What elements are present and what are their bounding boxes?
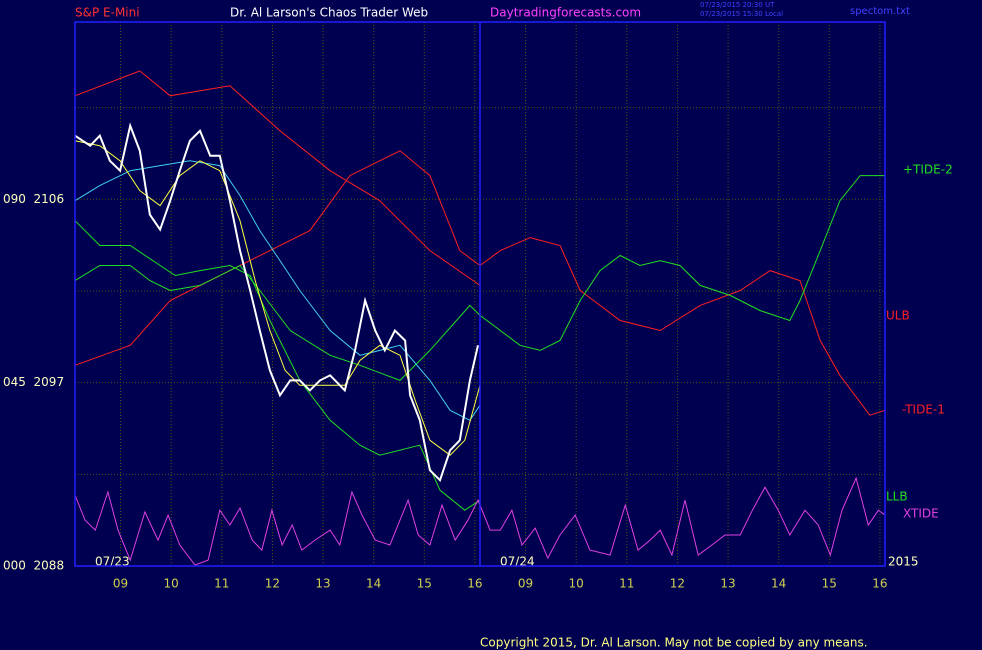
x-tick-label: 12 — [265, 577, 280, 591]
date-label: 07/24 — [500, 555, 535, 569]
series-line — [74, 122, 479, 483]
date-label: 07/23 — [95, 555, 130, 569]
legend-label: XTIDE — [903, 507, 939, 521]
x-tick-label: 12 — [670, 577, 685, 591]
x-tick-label: 11 — [214, 577, 229, 591]
x-tick-label: 16 — [872, 577, 887, 591]
series-line — [74, 160, 481, 421]
x-tick-label: 14 — [366, 577, 381, 591]
x-tick-label: 11 — [619, 577, 634, 591]
series-line — [74, 70, 481, 286]
legend-label: +TIDE-2 — [903, 163, 953, 177]
legend-label: ULB — [886, 309, 910, 323]
y-tick-label: 045 2097 — [3, 375, 64, 389]
time-ut: 07/23/2015 20:30 UT — [700, 1, 775, 9]
x-tick-label: 15 — [417, 577, 432, 591]
y-tick-label: 090 2106 — [3, 192, 64, 206]
x-tick-label: 13 — [720, 577, 735, 591]
series-line — [74, 150, 886, 416]
x-tick-label: 10 — [569, 577, 584, 591]
x-tick-label: 13 — [315, 577, 330, 591]
plot-border — [74, 21, 886, 567]
x-tick-label: 10 — [164, 577, 179, 591]
site-title: Dr. Al Larson's Chaos Trader Web — [230, 6, 428, 20]
instrument: S&P E-Mini — [75, 6, 140, 20]
legend-label: -TIDE-1 — [902, 403, 945, 417]
x-tick-label: 09 — [518, 577, 533, 591]
x-tick-label: 09 — [113, 577, 128, 591]
x-tick-label: 15 — [822, 577, 837, 591]
copyright: Copyright 2015, Dr. Al Larson. May not b… — [480, 636, 868, 650]
x-tick-label: 16 — [467, 577, 482, 591]
site-url: Daytradingforecasts.com — [490, 6, 641, 20]
time-local: 07/23/2015 15:30 Local — [700, 10, 783, 18]
series-line — [74, 175, 885, 381]
file-name: spectom.txt — [850, 6, 910, 17]
series-line — [74, 140, 481, 456]
legend-label: LLB — [886, 490, 908, 504]
series-line — [74, 220, 481, 511]
x-tick-label: 14 — [771, 577, 786, 591]
series-line — [74, 476, 886, 566]
date-label: 2015 — [888, 555, 919, 569]
y-tick-label: 000 2088 — [3, 559, 64, 573]
